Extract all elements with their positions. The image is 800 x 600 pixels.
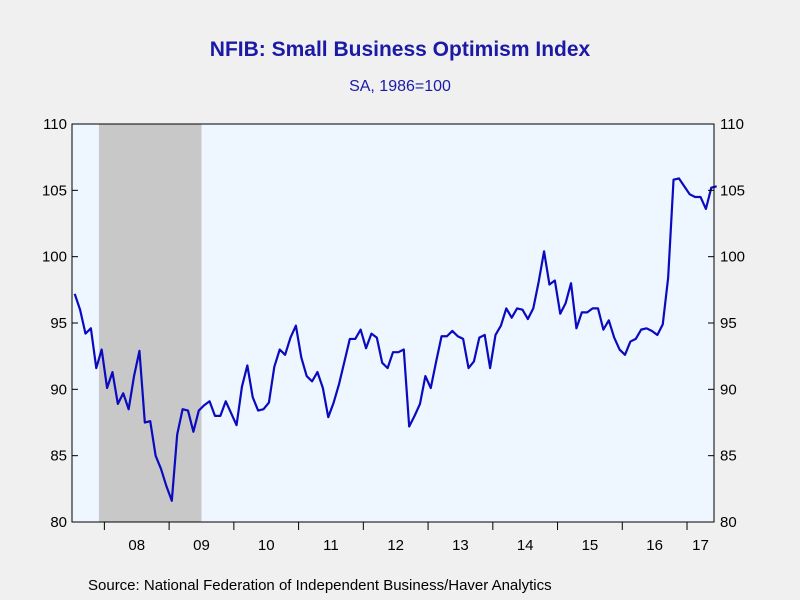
y-tick-label-right: 85 xyxy=(720,448,737,465)
x-tick-label: 12 xyxy=(387,537,404,554)
x-tick-label: 14 xyxy=(517,537,534,554)
y-tick-label-left: 105 xyxy=(42,182,67,199)
y-tick-label-right: 110 xyxy=(720,116,744,133)
source-note: Source: National Federation of Independe… xyxy=(88,577,552,594)
x-tick-label: 08 xyxy=(128,537,145,554)
y-tick-label-left: 90 xyxy=(50,381,67,398)
y-tick-label-right: 95 xyxy=(720,315,737,332)
y-tick-label-right: 80 xyxy=(720,514,737,531)
y-tick-label-left: 110 xyxy=(43,116,67,133)
y-tick-label-left: 100 xyxy=(42,249,67,266)
x-tick-label: 13 xyxy=(452,537,469,554)
x-tick-label: 16 xyxy=(646,537,663,554)
y-tick-label-left: 85 xyxy=(50,448,67,465)
y-tick-label-left: 95 xyxy=(50,315,67,332)
y-tick-label-right: 105 xyxy=(720,182,745,199)
x-tick-label: 11 xyxy=(323,537,339,554)
series-line xyxy=(73,177,717,502)
y-tick-label-right: 90 xyxy=(720,381,737,398)
y-tick-label-left: 80 xyxy=(50,514,67,531)
x-tick-label: 15 xyxy=(582,537,599,554)
recession-shade xyxy=(98,124,202,522)
x-tick-label: 17 xyxy=(692,537,709,554)
x-tick-label: 10 xyxy=(258,537,275,554)
x-tick-label: 09 xyxy=(193,537,210,554)
chart-subtitle: SA, 1986=100 xyxy=(349,78,451,95)
y-tick-label-right: 100 xyxy=(720,249,745,266)
chart-title: NFIB: Small Business Optimism Index xyxy=(209,38,591,61)
